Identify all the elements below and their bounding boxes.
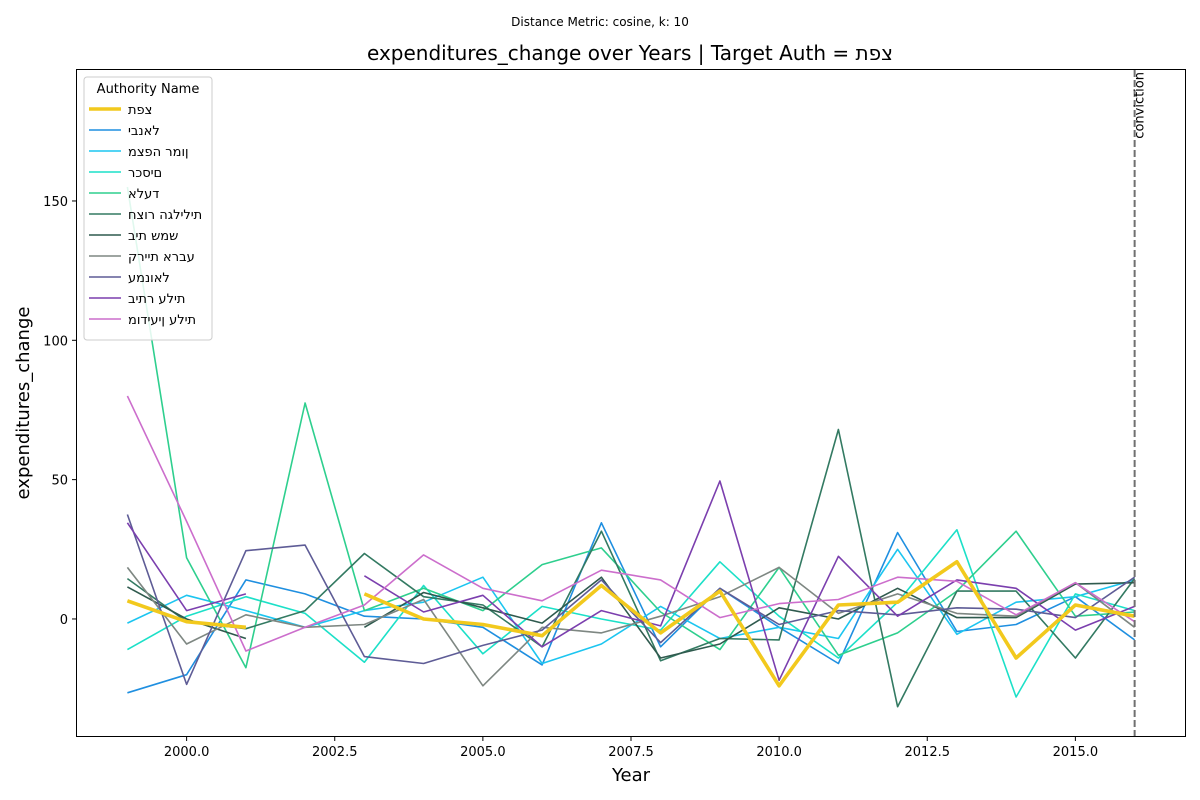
series-line-0 (126, 560, 1135, 688)
series-line-9 (126, 480, 1135, 682)
legend: Authority Name צפת לאנבי ןומר הפצמ םיסכר דעלא… (83, 76, 213, 341)
legend-label: צפת (128, 103, 152, 118)
y-tick-label: 150 (43, 195, 68, 210)
legend-label: עברא תיירק (128, 250, 195, 265)
x-axis: 2000.0 2002.5 2005.0 2007.5 2010.0 2012.5 2015… (164, 736, 1098, 760)
chart-suptitle: Distance Metric: cosine, k: 10 (511, 15, 689, 29)
legend-label: תילע ןיעידומ (128, 313, 196, 328)
y-axis-label: expenditures_change (13, 307, 34, 500)
series-line-3 (127, 529, 1135, 698)
legend-box (83, 76, 213, 341)
x-tick-label: 2002.5 (312, 745, 358, 760)
x-tick-label: 2012.5 (905, 745, 951, 760)
y-axis: 0 50 100 150 (43, 195, 77, 628)
legend-title: Authority Name (97, 82, 200, 97)
x-tick-label: 2007.5 (608, 745, 654, 760)
legend-label: שמש תיב (128, 229, 178, 244)
series-line-8 (126, 514, 1136, 686)
series-line-1 (127, 522, 1136, 694)
x-axis-label: Year (611, 765, 651, 786)
x-tick-label: 2000.0 (164, 745, 210, 760)
conviction-label: conviction (1133, 72, 1148, 139)
plot-area-frame (76, 69, 1186, 737)
legend-label: ןומר הפצמ (128, 145, 189, 160)
chart-title: expenditures_change over Years | Target … (367, 41, 893, 65)
x-tick-label: 2010.0 (756, 745, 802, 760)
legend-label: תילע רתיב (128, 292, 185, 307)
series-line-6 (127, 576, 1135, 659)
legend-label: לאנבי (128, 124, 160, 139)
vline-layer: conviction (1133, 70, 1148, 736)
legend-label: תילילגה רוצח (128, 208, 202, 223)
y-tick-label: 50 (51, 474, 68, 489)
x-tick-label: 2015.0 (1053, 745, 1099, 760)
series-line-10 (126, 395, 1136, 652)
series-line-5 (126, 428, 1136, 708)
series-line-7 (126, 566, 1136, 687)
series-layer (126, 186, 1136, 708)
legend-label: לאונמע (128, 271, 170, 286)
y-tick-label: 0 (60, 613, 68, 628)
x-tick-label: 2005.0 (460, 745, 506, 760)
y-tick-label: 100 (43, 334, 68, 349)
legend-label: םיסכר (128, 166, 162, 181)
legend-label: דעלא (128, 187, 159, 202)
